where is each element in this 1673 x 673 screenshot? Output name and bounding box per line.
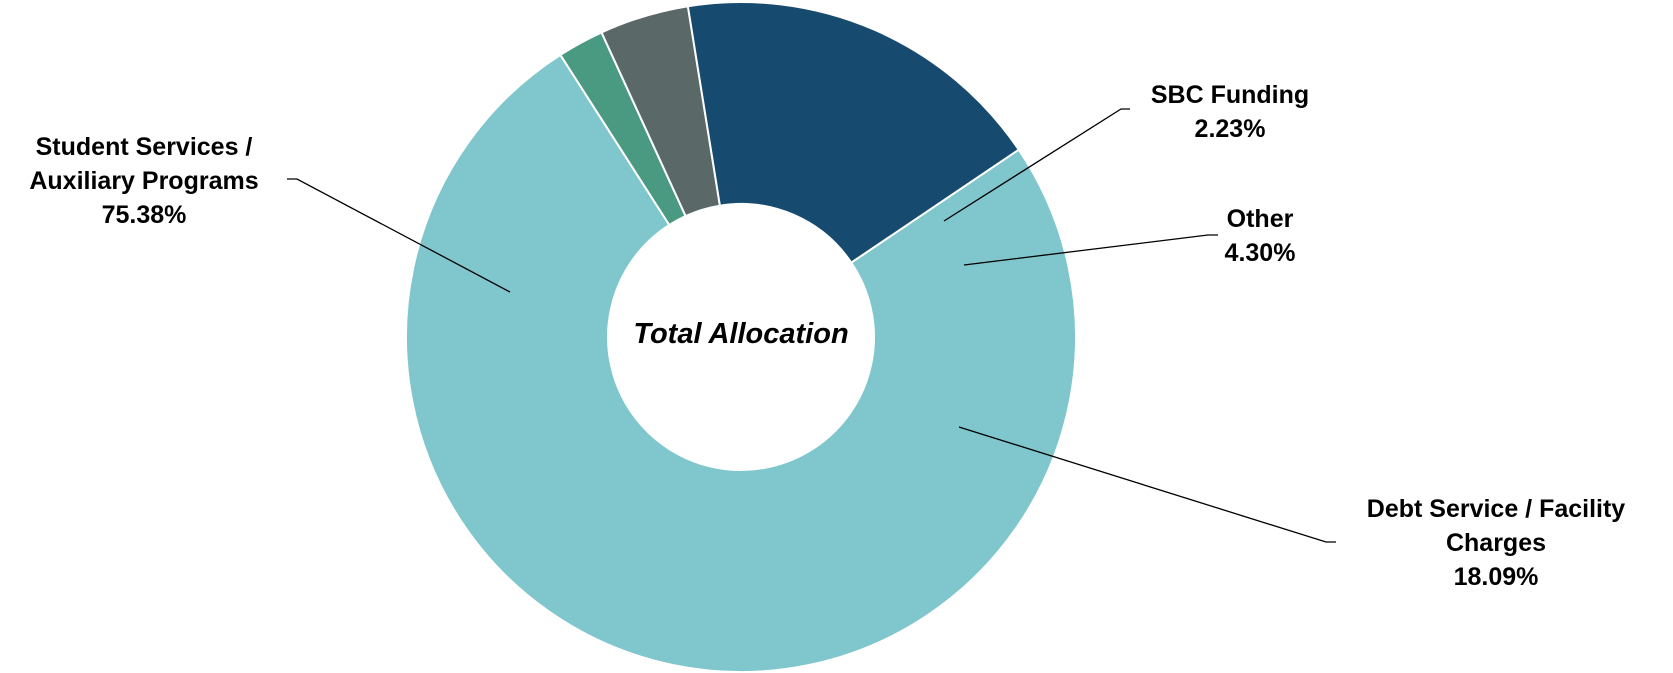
leader-line <box>958 426 1336 543</box>
value-label: 4.30% <box>1224 239 1296 267</box>
category-label: Student Services / Auxiliary Programs <box>29 133 259 195</box>
donut-slice <box>686 1 1021 265</box>
category-label: Debt Service / Facility Charges <box>1366 495 1626 557</box>
category-label: SBC Funding <box>1150 81 1310 109</box>
slice-label: Debt Service / Facility Charges 18.09% <box>1331 492 1661 594</box>
value-label: 75.38% <box>101 201 187 229</box>
category-label: Other <box>1226 205 1294 233</box>
leader-line <box>287 178 511 293</box>
leader-line <box>943 108 1130 222</box>
slice-label: Other 4.30% <box>1160 202 1360 270</box>
slice-label: Student Services / Auxiliary Programs 75.… <box>0 130 289 232</box>
value-label: 2.23% <box>1194 115 1266 143</box>
slice-label: SBC Funding 2.23% <box>1110 78 1350 146</box>
leader-line <box>963 234 1218 266</box>
value-label: 18.09% <box>1453 563 1539 591</box>
center-label: Total Allocation <box>633 318 849 350</box>
donut-slice <box>405 53 1077 673</box>
